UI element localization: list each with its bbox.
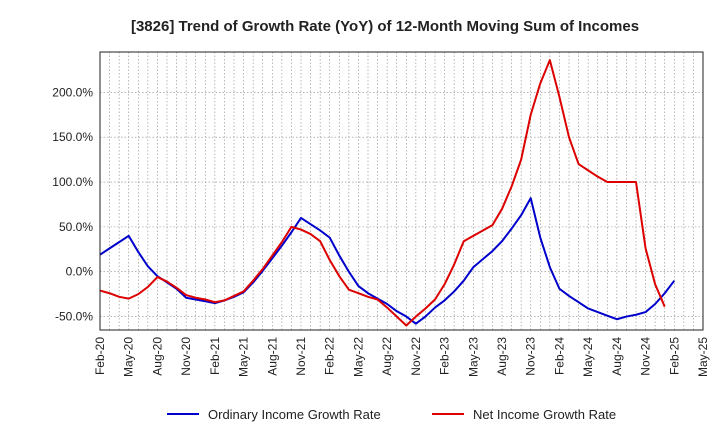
x-tick-label: Nov-20 bbox=[179, 337, 193, 376]
x-tick-label: Feb-23 bbox=[438, 337, 452, 375]
x-tick-label: Aug-24 bbox=[610, 337, 624, 376]
x-tick-label: Feb-25 bbox=[667, 337, 681, 375]
y-tick-label: 50.0% bbox=[59, 220, 93, 234]
y-tick-label: 0.0% bbox=[66, 265, 94, 279]
x-tick-label: Feb-24 bbox=[552, 337, 566, 375]
legend: Ordinary Income Growth Rate Net Income Gr… bbox=[167, 407, 616, 422]
chart-title: [3826] Trend of Growth Rate (YoY) of 12-… bbox=[131, 18, 639, 35]
x-tick-label: Aug-21 bbox=[265, 337, 279, 376]
series-line-ordinary-income bbox=[99, 197, 676, 325]
y-tick-label: -50.0% bbox=[55, 310, 93, 324]
grid bbox=[99, 52, 704, 330]
x-tick-label: Aug-20 bbox=[150, 337, 164, 376]
x-tick-label: Aug-23 bbox=[495, 337, 509, 376]
y-axis-ticks: -50.0% 0.0% 50.0% 100.0% 150.0% 200.0% bbox=[52, 85, 93, 323]
x-tick-label: May-24 bbox=[581, 337, 595, 377]
x-tick-label: May-25 bbox=[696, 337, 710, 377]
x-tick-label: May-20 bbox=[122, 337, 136, 377]
legend-label: Ordinary Income Growth Rate bbox=[208, 407, 381, 422]
series-line-net-income bbox=[99, 59, 666, 327]
x-tick-label: May-21 bbox=[237, 337, 251, 377]
y-tick-label: 150.0% bbox=[52, 130, 93, 144]
x-tick-label: Feb-20 bbox=[93, 337, 107, 375]
x-tick-label: Nov-21 bbox=[294, 337, 308, 376]
x-tick-label: Nov-22 bbox=[409, 337, 423, 376]
x-axis-ticks: Feb-20 May-20 Aug-20 Nov-20 Feb-21 May-21 Aug-… bbox=[93, 337, 710, 377]
x-tick-label: May-22 bbox=[351, 337, 365, 377]
series-lines bbox=[99, 59, 676, 327]
x-tick-label: Nov-23 bbox=[524, 337, 538, 376]
x-tick-label: Nov-24 bbox=[639, 337, 653, 376]
y-tick-label: 200.0% bbox=[52, 85, 93, 99]
plot-frame bbox=[99, 51, 704, 331]
x-tick-label: Feb-22 bbox=[323, 337, 337, 375]
x-tick-label: May-23 bbox=[466, 337, 480, 377]
x-tick-label: Feb-21 bbox=[208, 337, 222, 375]
legend-label: Net Income Growth Rate bbox=[473, 407, 616, 422]
x-tick-label: Aug-22 bbox=[380, 337, 394, 376]
y-tick-label: 100.0% bbox=[52, 175, 93, 189]
